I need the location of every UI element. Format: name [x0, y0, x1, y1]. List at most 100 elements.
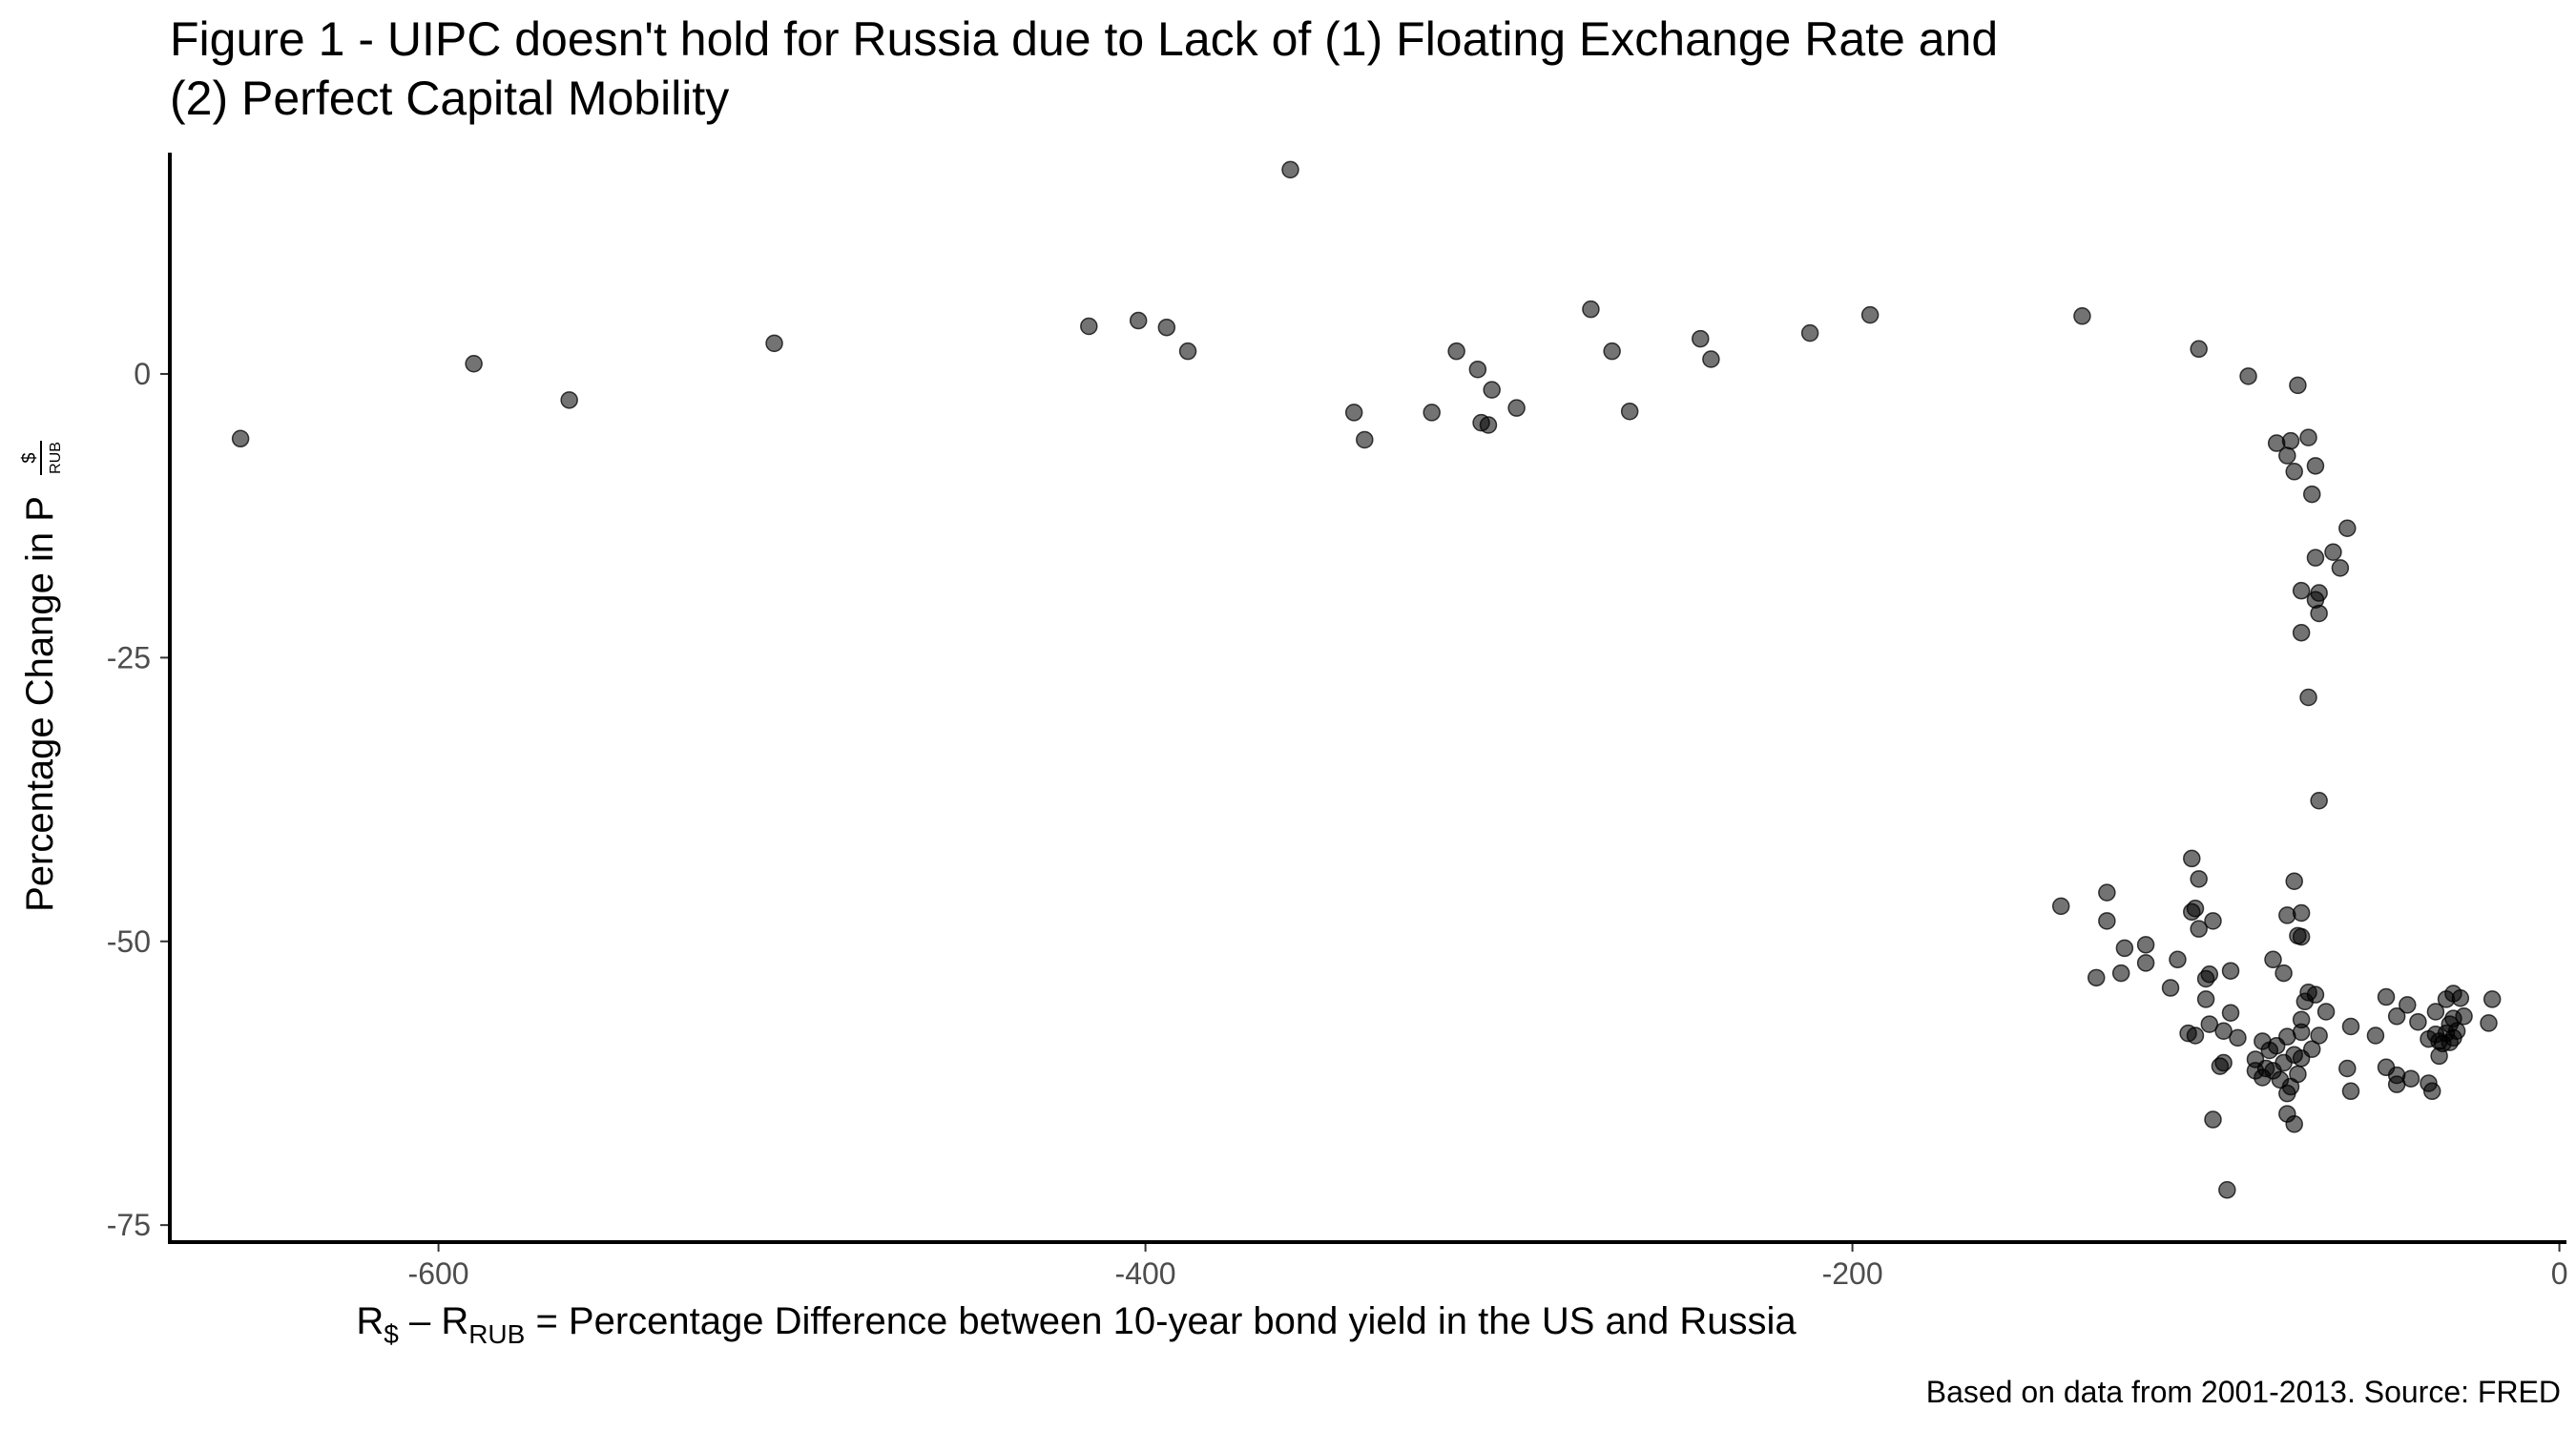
- scatter-point: [2278, 446, 2296, 465]
- scatter-point: [2341, 1082, 2360, 1101]
- x-axis-title-r: R: [356, 1300, 384, 1342]
- scatter-point: [2214, 1053, 2233, 1072]
- scatter-point: [2441, 1033, 2459, 1051]
- scatter-point: [2183, 849, 2201, 868]
- scatter-point: [231, 429, 250, 448]
- scatter-point: [465, 355, 483, 373]
- scatter-point: [2278, 1084, 2296, 1103]
- scatter-point: [2422, 1082, 2441, 1101]
- scatter-point: [1281, 160, 1299, 179]
- scatter-point: [1129, 311, 1148, 330]
- scatter-point: [2292, 623, 2311, 642]
- scatter-point: [1447, 342, 1465, 361]
- y-tick-label: -75: [107, 1208, 151, 1242]
- scatter-point: [2387, 1007, 2406, 1026]
- scatter-point: [1157, 318, 1176, 337]
- scatter-point: [2051, 897, 2070, 916]
- scatter-point: [1423, 404, 1441, 422]
- scatter-point: [2324, 543, 2342, 561]
- scatter-point: [2480, 1014, 2498, 1032]
- scatter-point: [2306, 549, 2325, 567]
- scatter-point: [2281, 431, 2300, 450]
- scatter-point: [2377, 987, 2396, 1006]
- scatter-point: [2310, 604, 2328, 623]
- scatter-point: [2399, 996, 2417, 1014]
- scatter-point: [2275, 964, 2293, 983]
- scatter-point: [1483, 381, 1501, 399]
- x-tick-label: -400: [1115, 1256, 1176, 1291]
- scatter-point: [2204, 1110, 2222, 1129]
- scatter-point: [2221, 1004, 2240, 1022]
- scatter-point: [2366, 1027, 2385, 1045]
- x-axis-title-r2: R: [441, 1300, 468, 1342]
- scatter-point: [1479, 416, 1498, 434]
- y-axis-title: Percentage Change in P $ RUB: [19, 441, 64, 912]
- scatter-point: [2169, 950, 2187, 969]
- scatter-point: [2218, 1181, 2236, 1199]
- scatter-point: [2444, 1009, 2462, 1027]
- x-axis-title-dash: –: [399, 1300, 441, 1342]
- scatter-point: [2186, 1027, 2205, 1045]
- scatter-point: [2292, 1023, 2311, 1042]
- scatter-point: [2426, 1003, 2445, 1021]
- scatter-point: [2316, 1003, 2336, 1021]
- scatter-point: [2289, 376, 2307, 395]
- y-axis-title-frac-den: RUB: [48, 442, 64, 474]
- scatter-point: [1468, 360, 1487, 379]
- scatter-point: [2306, 457, 2325, 475]
- chart-caption: Based on data from 2001-2013. Source: FR…: [1926, 1375, 2561, 1409]
- plot-points: [231, 160, 2502, 1199]
- scatter-point: [2136, 936, 2155, 954]
- scatter-point: [2087, 968, 2106, 987]
- scatter-point: [1356, 430, 1374, 449]
- y-tick-label: -50: [107, 924, 151, 959]
- scatter-point: [2401, 1069, 2420, 1088]
- scatter-point: [2190, 920, 2208, 938]
- scatter-point: [1620, 402, 1639, 421]
- y-tick-label: 0: [134, 357, 151, 391]
- scatter-point: [2098, 883, 2116, 902]
- scatter-point: [2196, 990, 2215, 1008]
- scatter-point: [2302, 485, 2321, 504]
- scatter-point: [2292, 581, 2311, 600]
- scatter-point: [2451, 988, 2470, 1007]
- scatter-point: [2338, 519, 2357, 538]
- scatter-point: [2292, 903, 2311, 923]
- scatter-point: [2310, 792, 2328, 810]
- scatter-point: [1344, 404, 1363, 422]
- scatter-point: [2204, 912, 2222, 930]
- scatter-point: [1603, 342, 1621, 361]
- scatter-point: [2285, 1115, 2303, 1133]
- scatter-point: [560, 391, 578, 409]
- chart-title-line-2: (2) Perfect Capital Mobility: [170, 72, 729, 125]
- scatter-point: [2246, 1062, 2265, 1080]
- scatter-point: [1178, 342, 1197, 361]
- scatter-point: [2239, 367, 2257, 385]
- scatter-point: [1080, 317, 1098, 336]
- scatter-point: [2161, 979, 2180, 997]
- scatter-point: [2285, 872, 2303, 890]
- x-axis-title-sub-usd: $: [384, 1319, 399, 1349]
- x-axis-title: R$ – RRUB = Percentage Difference betwee…: [356, 1300, 1797, 1349]
- scatter-point: [2229, 1028, 2247, 1047]
- scatter-point: [2190, 340, 2208, 359]
- scatter-point: [2111, 964, 2130, 983]
- scatter-point: [765, 334, 783, 353]
- scatter-point: [2221, 962, 2240, 980]
- scatter-point: [2285, 463, 2303, 481]
- scatter-point: [2299, 688, 2317, 707]
- chart-title-line-1: Figure 1 - UIPC doesn't hold for Russia …: [170, 12, 1998, 66]
- scatter-point: [2073, 307, 2091, 325]
- scatter-point: [2214, 1022, 2233, 1040]
- scatter-point: [2341, 1017, 2360, 1036]
- x-tick-label: 0: [2551, 1256, 2568, 1291]
- x-tick-label: -600: [408, 1256, 469, 1291]
- scatter-point: [2331, 559, 2350, 577]
- scatter-point: [2409, 1012, 2427, 1031]
- x-tick-label: -200: [1822, 1256, 1883, 1291]
- scatter-point: [1702, 350, 1720, 368]
- scatter-point: [2136, 954, 2155, 972]
- scatter-point: [2190, 870, 2208, 888]
- scatter-point: [1860, 305, 1880, 324]
- scatter-point: [2200, 1015, 2219, 1033]
